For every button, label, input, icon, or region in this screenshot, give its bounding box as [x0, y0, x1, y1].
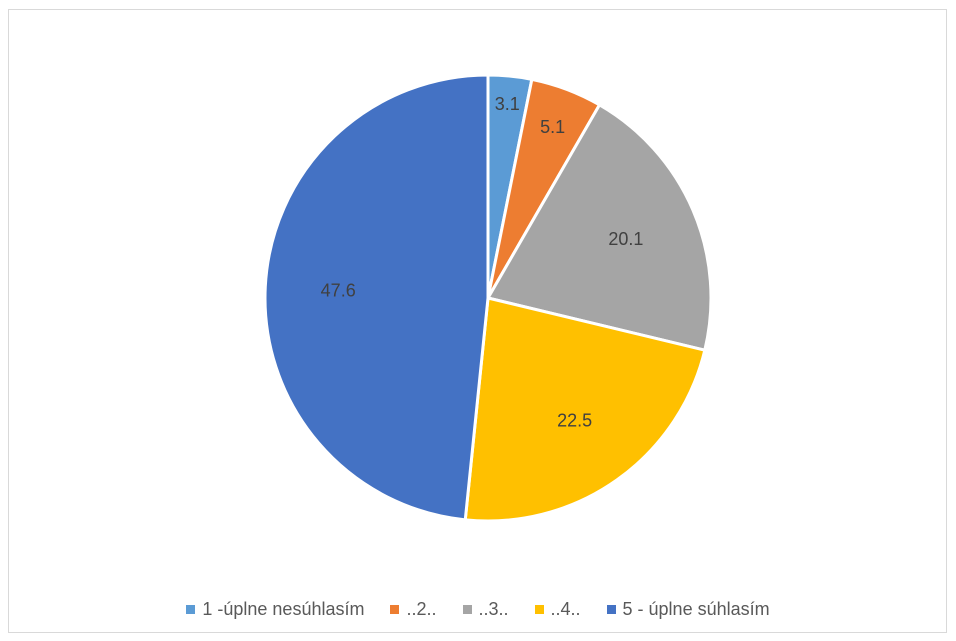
- legend-item-5: 5 - úplne súhlasím: [606, 598, 770, 620]
- legend-item-3: ..3..: [462, 598, 509, 620]
- legend-swatch-4: [534, 604, 544, 614]
- legend-swatch-5: [606, 604, 616, 614]
- pie-slice-3: [486, 103, 713, 352]
- legend-label-3: ..3..: [478, 598, 509, 619]
- data-label-3: 20.1: [608, 229, 643, 249]
- data-label-2: 5.1: [540, 117, 565, 137]
- pie-data-labels: 3.1 5.1 20.1 22.5 47.6: [321, 94, 644, 430]
- pie-slices: [263, 73, 713, 523]
- data-label-5: 47.6: [321, 280, 356, 300]
- data-label-1: 3.1: [495, 94, 520, 114]
- legend-swatch-3: [462, 604, 472, 614]
- legend-item-4: ..4..: [534, 598, 581, 620]
- legend-label-1: 1 -úplne nesúhlasím: [202, 598, 365, 619]
- legend-swatch-2: [390, 604, 400, 614]
- legend-label-4: ..4..: [550, 598, 581, 619]
- data-label-4: 22.5: [557, 410, 592, 430]
- legend-swatch-1: [186, 604, 196, 614]
- legend-item-1: 1 -úplne nesúhlasím: [186, 599, 364, 620]
- legend-item-2: ..2..: [390, 598, 437, 620]
- legend-label-2: ..2..: [406, 598, 437, 619]
- pie-slice-5: [263, 73, 490, 522]
- chart-legend: 1 -úplne nesúhlasím ..2.. ..3.. ..4.. 5 …: [0, 597, 956, 621]
- legend-label-5: 5 - úplne súhlasím: [622, 598, 770, 619]
- pie-slice-4: [463, 296, 707, 523]
